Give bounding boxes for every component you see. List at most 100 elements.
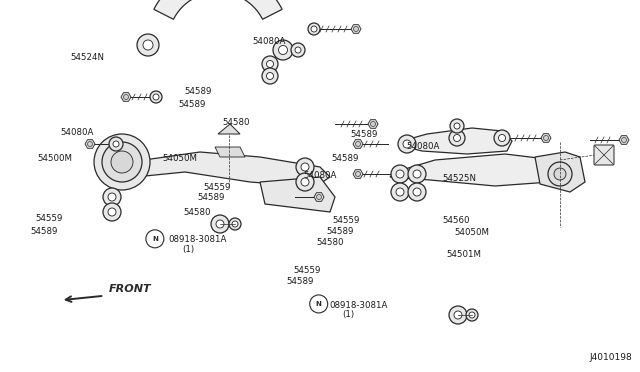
Text: N: N [152,236,158,242]
Circle shape [301,163,309,171]
Circle shape [216,220,224,228]
Text: 54501M: 54501M [446,250,481,259]
Circle shape [621,138,627,142]
Polygon shape [260,177,335,212]
Polygon shape [353,170,363,178]
Circle shape [403,140,411,148]
Text: 54589: 54589 [184,87,212,96]
Polygon shape [619,136,629,144]
Text: 54559: 54559 [333,216,360,225]
Text: 54559: 54559 [35,214,63,223]
Circle shape [543,135,548,141]
Circle shape [111,151,133,173]
Polygon shape [535,152,585,192]
Circle shape [355,141,360,147]
Text: 54050M: 54050M [454,228,490,237]
Text: 54580: 54580 [316,238,344,247]
Text: 08918-3081A: 08918-3081A [330,301,388,310]
Circle shape [396,170,404,178]
Circle shape [398,135,416,153]
Circle shape [232,221,238,227]
Circle shape [273,40,293,60]
Circle shape [137,34,159,56]
Circle shape [266,73,273,80]
Polygon shape [402,128,512,154]
Circle shape [353,26,358,32]
Circle shape [454,123,460,129]
Text: 54080A: 54080A [406,142,440,151]
Circle shape [308,23,320,35]
Text: 54080A: 54080A [303,171,337,180]
Circle shape [211,215,229,233]
Polygon shape [154,0,282,19]
Circle shape [310,295,328,313]
Circle shape [296,158,314,176]
Polygon shape [390,154,560,186]
Circle shape [454,135,461,141]
Text: 54589: 54589 [287,277,314,286]
Text: 54589: 54589 [197,193,225,202]
Circle shape [554,168,566,180]
Circle shape [150,91,162,103]
Circle shape [88,141,93,147]
Polygon shape [215,147,245,157]
Circle shape [229,218,241,230]
Circle shape [408,183,426,201]
Circle shape [355,171,360,176]
Circle shape [262,56,278,72]
Circle shape [102,142,142,182]
Text: 54589: 54589 [332,154,359,163]
Text: 54080A: 54080A [61,128,94,137]
Circle shape [108,208,116,216]
Circle shape [466,309,478,321]
Text: 54589: 54589 [326,227,354,236]
Circle shape [449,130,465,146]
Circle shape [469,312,475,318]
Circle shape [262,68,278,84]
Text: 54500M: 54500M [37,154,72,163]
Circle shape [143,40,153,50]
Polygon shape [85,140,95,148]
Text: 54580: 54580 [223,118,250,127]
FancyBboxPatch shape [594,145,614,165]
Circle shape [296,173,314,191]
Text: (1): (1) [342,310,355,319]
Circle shape [124,94,129,99]
Circle shape [449,306,467,324]
Polygon shape [121,93,131,101]
Circle shape [295,47,301,53]
Circle shape [266,61,273,67]
Circle shape [109,137,123,151]
Polygon shape [541,134,551,142]
Text: 54050M: 54050M [162,154,197,163]
Circle shape [311,26,317,32]
Circle shape [413,170,421,178]
Circle shape [450,119,464,133]
Text: 54524N: 54524N [70,53,104,62]
Circle shape [499,135,506,141]
Circle shape [103,203,121,221]
Circle shape [317,195,321,199]
Text: 54560: 54560 [443,216,470,225]
Polygon shape [314,193,324,201]
Text: 54559: 54559 [293,266,321,275]
Circle shape [408,165,426,183]
Text: 54525N: 54525N [443,174,477,183]
Text: 54589: 54589 [178,100,205,109]
Circle shape [108,193,116,201]
Text: N: N [316,301,322,307]
Circle shape [391,183,409,201]
Text: 54589: 54589 [31,227,58,236]
Circle shape [301,178,309,186]
Circle shape [278,45,287,55]
Text: 54080A: 54080A [253,37,286,46]
Text: 54580: 54580 [183,208,211,217]
Circle shape [371,122,376,126]
Text: (1): (1) [182,245,195,254]
Polygon shape [130,152,330,187]
Circle shape [413,188,421,196]
Polygon shape [218,124,240,134]
Text: FRONT: FRONT [109,284,152,294]
Circle shape [291,43,305,57]
Text: 54559: 54559 [204,183,231,192]
